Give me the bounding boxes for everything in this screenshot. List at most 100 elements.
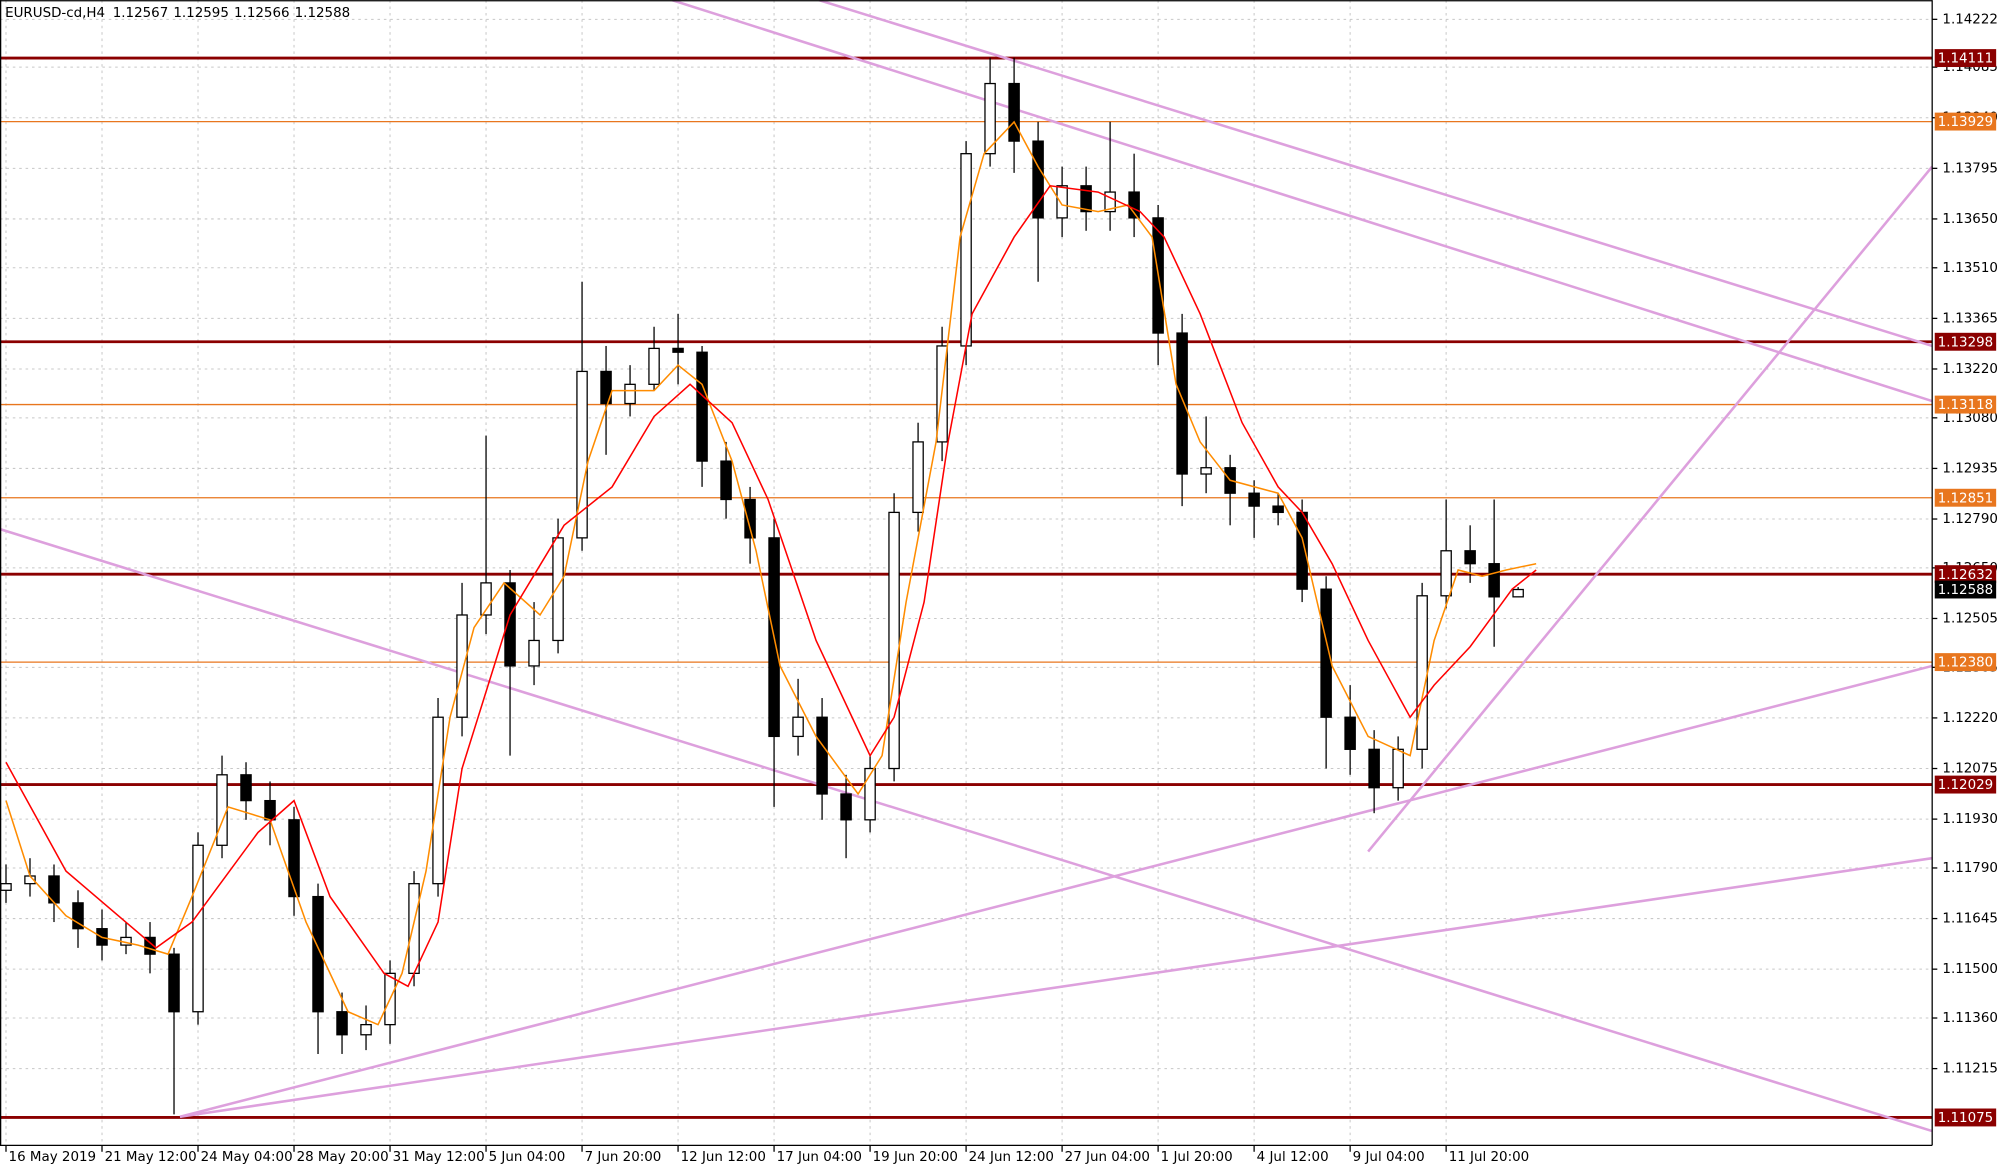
x-tick-label: 17 Jun 04:00 — [777, 1150, 862, 1165]
candle-body — [1008, 82, 1020, 142]
y-tick-label: 1.11645 — [1942, 912, 1998, 927]
x-tick-label: 5 Jun 04:00 — [489, 1150, 566, 1165]
y-tick-label: 1.11930 — [1942, 812, 1998, 827]
candle-body — [1176, 332, 1188, 475]
candle-body — [720, 460, 732, 501]
level-label: 1.12632 — [1938, 568, 1994, 583]
x-tick-label: 19 Jun 20:00 — [873, 1150, 958, 1165]
candle-body — [504, 582, 516, 667]
level-label: 1.12380 — [1938, 656, 1994, 671]
candle-body — [336, 1011, 348, 1036]
y-tick-label: 1.11790 — [1942, 861, 1998, 876]
level-label: 1.14111 — [1938, 52, 1994, 67]
candle-body — [1080, 185, 1092, 213]
chart-title: EURUSD-cd,H4 — [5, 6, 105, 21]
candle-body — [1056, 185, 1068, 219]
x-tick-label: 7 Jun 20:00 — [585, 1150, 662, 1165]
candle-body — [192, 844, 204, 1013]
last-low: 1.12566 — [234, 6, 290, 21]
plot-area — [0, 0, 1933, 1146]
candle-body — [432, 716, 444, 885]
level-label-bg — [1934, 395, 1997, 414]
y-tick-label: 1.12075 — [1942, 762, 1998, 777]
x-tick-label: 24 May 04:00 — [201, 1150, 293, 1165]
level-label-bg — [1934, 112, 1997, 131]
indicator-line — [5, 184, 1537, 988]
candle-body — [576, 370, 588, 539]
candle-body — [0, 883, 12, 891]
candle-body — [240, 774, 252, 802]
current-price-label: 1.12588 — [1938, 583, 1994, 598]
y-tick-label: 1.14222 — [1942, 12, 1998, 27]
x-tick-label: 11 Jul 20:00 — [1449, 1150, 1530, 1165]
candle-body — [72, 902, 84, 930]
candle-body — [216, 774, 228, 846]
candle-body — [792, 716, 804, 738]
last-high: 1.12595 — [173, 6, 229, 21]
y-tick-label: 1.11500 — [1942, 962, 1998, 977]
candle-body — [408, 883, 420, 974]
level-label-bg — [1934, 565, 1997, 584]
x-tick-label: 12 Jun 12:00 — [681, 1150, 766, 1165]
level-label-bg — [1934, 488, 1997, 507]
x-tick-label: 1 Jul 20:00 — [1161, 1150, 1233, 1165]
candle-body — [456, 614, 468, 718]
level-label: 1.13118 — [1938, 398, 1994, 413]
level-label-bg — [1934, 775, 1997, 794]
x-tick-label: 16 May 2019 — [9, 1150, 97, 1165]
trend-line — [179, 856, 1933, 1119]
y-tick-label: 1.13795 — [1942, 161, 1998, 176]
y-tick-label: 1.11360 — [1942, 1011, 1998, 1026]
x-tick-label: 28 May 20:00 — [297, 1150, 389, 1165]
level-label-bg — [1934, 332, 1997, 351]
candle-body — [600, 370, 612, 405]
candle-body — [312, 895, 324, 1013]
y-tick-label: 1.13080 — [1942, 411, 1998, 426]
x-tick-label: 27 Jun 04:00 — [1065, 1150, 1150, 1165]
y-tick-label: 1.13220 — [1942, 362, 1998, 377]
level-label: 1.11075 — [1938, 1111, 1994, 1126]
candle-body — [648, 347, 660, 385]
candle-body — [480, 582, 492, 616]
trend-line — [0, 527, 1933, 1133]
candle-body — [1272, 505, 1284, 514]
trend-line — [818, 0, 1933, 348]
candle-body — [672, 347, 684, 353]
candle-body — [360, 1024, 372, 1036]
current-price-bg — [1934, 580, 1997, 599]
y-tick-label: 1.12505 — [1942, 611, 1998, 626]
y-tick-label: 1.13650 — [1942, 212, 1998, 227]
candle-body — [1488, 563, 1500, 598]
y-tick-label: 1.12220 — [1942, 711, 1998, 726]
last-open: 1.12567 — [113, 6, 169, 21]
trend-line — [1367, 165, 1933, 853]
chart-header: EURUSD-cd,H4 1.12567 1.12595 1.12566 1.12588 — [5, 6, 350, 21]
y-tick-label: 1.11215 — [1942, 1062, 1998, 1077]
level-label: 1.13298 — [1938, 335, 1994, 350]
candle-body — [1032, 140, 1044, 219]
candle-body — [1344, 716, 1356, 750]
candle-body — [1368, 748, 1380, 789]
candle-body — [1464, 550, 1476, 565]
candle-body — [624, 383, 636, 405]
candle-body — [1200, 467, 1212, 475]
trend-line — [179, 664, 1933, 1119]
candle-body — [1512, 588, 1524, 598]
y-tick-label: 1.13510 — [1942, 261, 1998, 276]
level-label-bg — [1934, 653, 1997, 672]
y-tick-label: 1.12935 — [1942, 461, 1998, 476]
candle-body — [528, 639, 540, 667]
candle-body — [264, 799, 276, 821]
candle-body — [960, 153, 972, 347]
candle-body — [984, 82, 996, 155]
candle-body — [1440, 550, 1452, 597]
y-tick-label: 1.13365 — [1942, 311, 1998, 326]
level-label: 1.12851 — [1938, 491, 1994, 506]
candle-body — [840, 793, 852, 821]
x-tick-label: 31 May 12:00 — [393, 1150, 485, 1165]
level-label-bg — [1934, 49, 1997, 68]
candle-body — [912, 441, 924, 514]
candle-body — [1104, 191, 1116, 213]
